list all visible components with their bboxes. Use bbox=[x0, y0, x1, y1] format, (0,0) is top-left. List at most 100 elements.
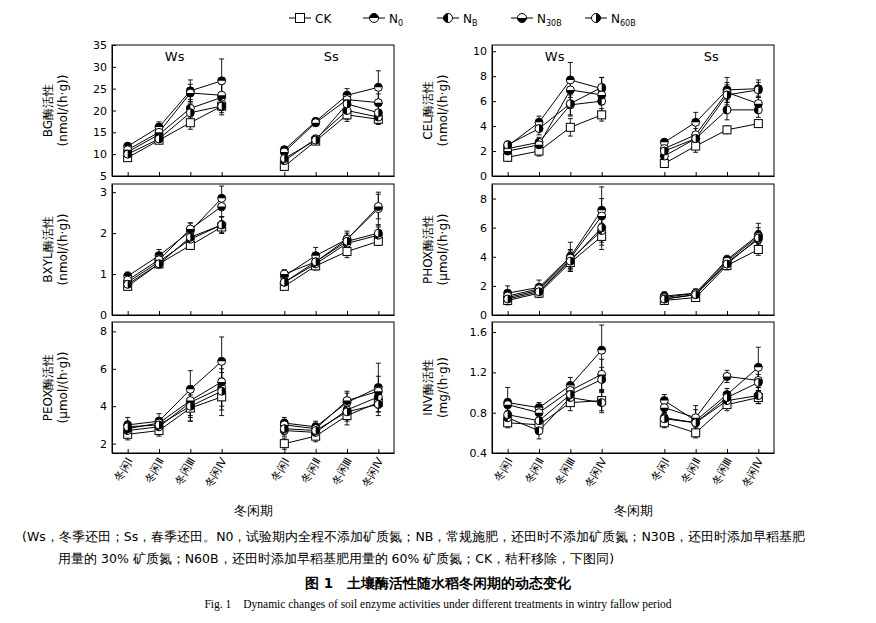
marker-half bbox=[312, 252, 320, 256]
y-tick-label: 4 bbox=[480, 251, 487, 264]
series-line bbox=[508, 396, 759, 431]
error-cap bbox=[219, 233, 224, 234]
legend-marker bbox=[370, 14, 379, 23]
point bbox=[535, 125, 543, 133]
marker-circle bbox=[535, 125, 543, 133]
point bbox=[660, 404, 668, 412]
marker-circle bbox=[218, 203, 226, 211]
legend-marker bbox=[444, 14, 453, 23]
y-tick-mark bbox=[112, 89, 116, 90]
point bbox=[692, 135, 700, 143]
marker-half bbox=[535, 145, 543, 149]
point bbox=[723, 394, 731, 402]
point bbox=[692, 291, 700, 299]
marker-half bbox=[539, 288, 543, 296]
series-line bbox=[128, 97, 379, 160]
point bbox=[124, 150, 132, 158]
y-tick-mark bbox=[112, 154, 116, 155]
marker-circle bbox=[723, 91, 731, 99]
point bbox=[218, 91, 226, 99]
error-cap bbox=[157, 121, 162, 122]
y-tick-mark bbox=[492, 199, 496, 200]
point bbox=[186, 233, 194, 241]
y-tick-mark bbox=[112, 369, 116, 370]
error-cap bbox=[725, 388, 730, 389]
point bbox=[692, 135, 700, 143]
y-tick: 25 bbox=[93, 83, 116, 96]
y-tick: 6 bbox=[480, 222, 496, 235]
marker-half bbox=[155, 252, 163, 256]
point bbox=[754, 100, 762, 108]
y-tick-label: 4 bbox=[100, 400, 107, 413]
marker-half bbox=[660, 138, 668, 142]
marker-half bbox=[128, 150, 132, 158]
marker-circle bbox=[692, 135, 700, 143]
error-cap bbox=[219, 216, 224, 217]
x-axis: 冬闲Ⅰ冬闲Ⅱ冬闲Ⅲ冬闲Ⅳ冬闲Ⅰ冬闲Ⅱ冬闲Ⅲ冬闲Ⅳ bbox=[112, 449, 395, 490]
marker-circle bbox=[218, 378, 226, 386]
marker-circle bbox=[218, 387, 226, 395]
group-label: Ss bbox=[704, 49, 719, 64]
marker-circle bbox=[754, 86, 762, 94]
y-tick-mark bbox=[112, 45, 116, 46]
point bbox=[692, 429, 700, 437]
point bbox=[218, 194, 226, 202]
point bbox=[343, 100, 351, 108]
y-tick-label: 0 bbox=[100, 309, 107, 322]
point bbox=[374, 400, 382, 408]
error-cap bbox=[537, 116, 542, 117]
series-line bbox=[508, 374, 759, 417]
x-tick-mark bbox=[602, 311, 603, 315]
error-cap bbox=[693, 112, 698, 113]
x-axis-title: 冬闲期 bbox=[614, 503, 653, 518]
error-cap bbox=[313, 247, 318, 248]
error-cap bbox=[188, 222, 193, 223]
y-axis: 0246810 bbox=[473, 45, 496, 183]
point bbox=[754, 363, 762, 371]
x-tick bbox=[696, 311, 697, 315]
marker-circle bbox=[374, 99, 382, 107]
marker-circle bbox=[566, 86, 574, 94]
x-tick-mark bbox=[696, 311, 697, 315]
x-tick-mark bbox=[316, 311, 317, 315]
error-cap bbox=[662, 394, 667, 395]
marker-half bbox=[378, 109, 382, 117]
x-tick-label: 冬闲Ⅰ bbox=[112, 455, 136, 483]
x-tick-mark bbox=[128, 449, 129, 453]
point bbox=[374, 99, 382, 107]
legend-marker bbox=[518, 14, 527, 23]
point bbox=[312, 427, 320, 435]
plot-area bbox=[504, 325, 763, 439]
error-cap bbox=[376, 224, 381, 225]
error-cap bbox=[756, 347, 761, 348]
marker-half bbox=[374, 103, 382, 107]
series-line bbox=[508, 87, 759, 151]
y-tick-label: 1.6 bbox=[470, 326, 488, 339]
x-tick bbox=[570, 311, 571, 315]
y-tick-label: 6 bbox=[100, 363, 107, 376]
x-tick bbox=[539, 311, 540, 315]
caption-note: (Ws，冬季还田；Ss，春季还田。N0，试验期内全程不添加矿质氮；NB，常规施肥… bbox=[22, 529, 805, 544]
marker-square bbox=[598, 111, 606, 119]
x-tick bbox=[316, 311, 317, 315]
y-tick: 1.6 bbox=[470, 326, 497, 339]
marker-circle bbox=[535, 288, 543, 296]
group-label: Ss bbox=[324, 49, 339, 64]
point bbox=[343, 248, 351, 256]
y-axis: 02468 bbox=[480, 185, 496, 323]
y-tick: 8 bbox=[100, 325, 116, 338]
x-tick-mark bbox=[222, 449, 223, 453]
point bbox=[535, 409, 543, 417]
x-tick bbox=[347, 311, 348, 315]
marker-half bbox=[508, 411, 512, 419]
marker-square bbox=[692, 142, 700, 150]
marker-circle bbox=[155, 135, 163, 143]
error-cap bbox=[376, 124, 381, 125]
marker-half bbox=[374, 391, 382, 395]
y-axis-title: (nmol/(h·g)) bbox=[56, 214, 70, 286]
y-tick-label: 0 bbox=[480, 170, 487, 183]
x-tick-mark bbox=[316, 172, 317, 176]
point bbox=[155, 421, 163, 429]
marker-circle bbox=[218, 194, 226, 202]
x-tick: 冬闲Ⅳ bbox=[359, 449, 387, 490]
